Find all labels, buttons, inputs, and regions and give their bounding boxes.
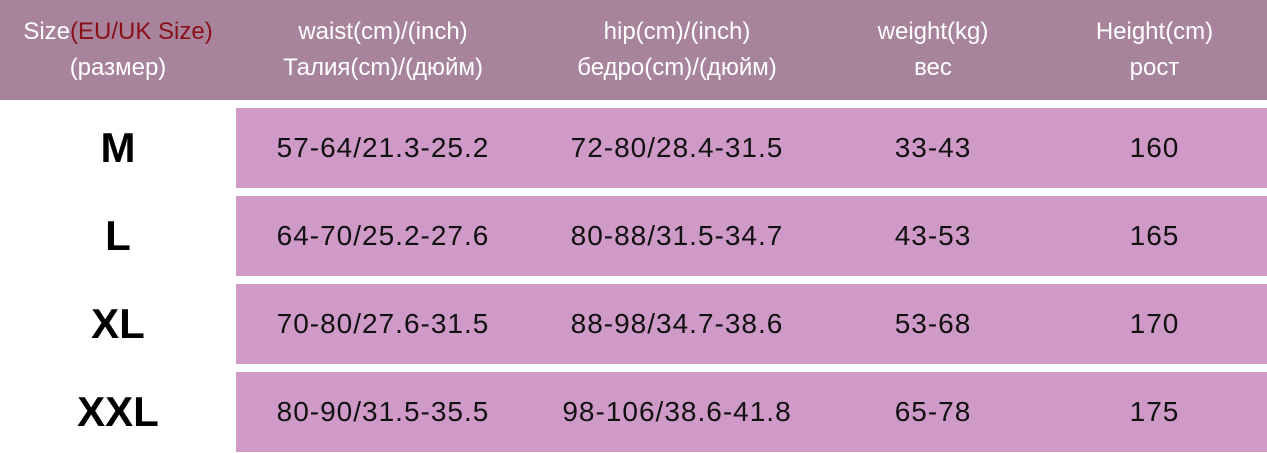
header-cell: waist(cm)/(inch) Талия(cm)/(дюйм) [236, 0, 530, 100]
header-cell: weight(kg) вес [824, 0, 1042, 100]
cell-value: 72-80/28.4-31.5 [570, 132, 784, 163]
size-label: L [105, 212, 131, 259]
header-line: рост [1129, 54, 1180, 81]
cell-value: 88-98/34.7-38.6 [570, 308, 784, 339]
header-line: бедро(cm)/(дюйм) [577, 54, 777, 81]
header-cell: Height(cm) рост [1042, 0, 1267, 100]
cell-value: 33-43 [894, 132, 972, 163]
header-line: (размер) [69, 54, 167, 81]
cell-value: 80-88/31.5-34.7 [570, 220, 784, 251]
row-background [236, 284, 1267, 364]
header-line: weight(kg) [877, 18, 989, 45]
cell-value: 43-53 [894, 220, 972, 251]
cell-value: 165 [1129, 220, 1180, 251]
row-background [236, 372, 1267, 452]
size-label: M [100, 124, 136, 171]
size-label: XL [91, 300, 145, 347]
cell-value: 57-64/21.3-25.2 [276, 132, 490, 163]
header-line: вес [914, 54, 952, 81]
header-line: waist(cm)/(inch) [298, 18, 468, 45]
cell-value: 53-68 [894, 308, 972, 339]
header-cell: hip(cm)/(inch) бедро(cm)/(дюйм) [530, 0, 824, 100]
cell-value: 64-70/25.2-27.6 [276, 220, 490, 251]
cell-value: 65-78 [894, 396, 972, 427]
header-line: hip(cm)/(inch) [603, 18, 751, 45]
size-label: XXL [77, 388, 159, 435]
cell-value: 175 [1129, 396, 1180, 427]
cell-value: 80-90/31.5-35.5 [276, 396, 490, 427]
header-cell: Size(EU/UK Size) (размер) [0, 0, 236, 100]
header-row: Size(EU/UK Size) (размер) waist(cm)/(inc… [0, 0, 1267, 100]
header-line: Height(cm) [1095, 18, 1214, 45]
header-note: (EU/UK Size) [70, 18, 213, 45]
header-line: Size(EU/UK Size) [23, 14, 212, 50]
row-background [236, 196, 1267, 276]
cell-value: 170 [1129, 308, 1180, 339]
row-background [236, 108, 1267, 188]
cell-value: 160 [1129, 132, 1180, 163]
header-text: Size [23, 18, 70, 45]
cell-value: 70-80/27.6-31.5 [276, 308, 490, 339]
cell-value: 98-106/38.6-41.8 [562, 396, 792, 427]
header-line: Талия(cm)/(дюйм) [283, 54, 483, 81]
